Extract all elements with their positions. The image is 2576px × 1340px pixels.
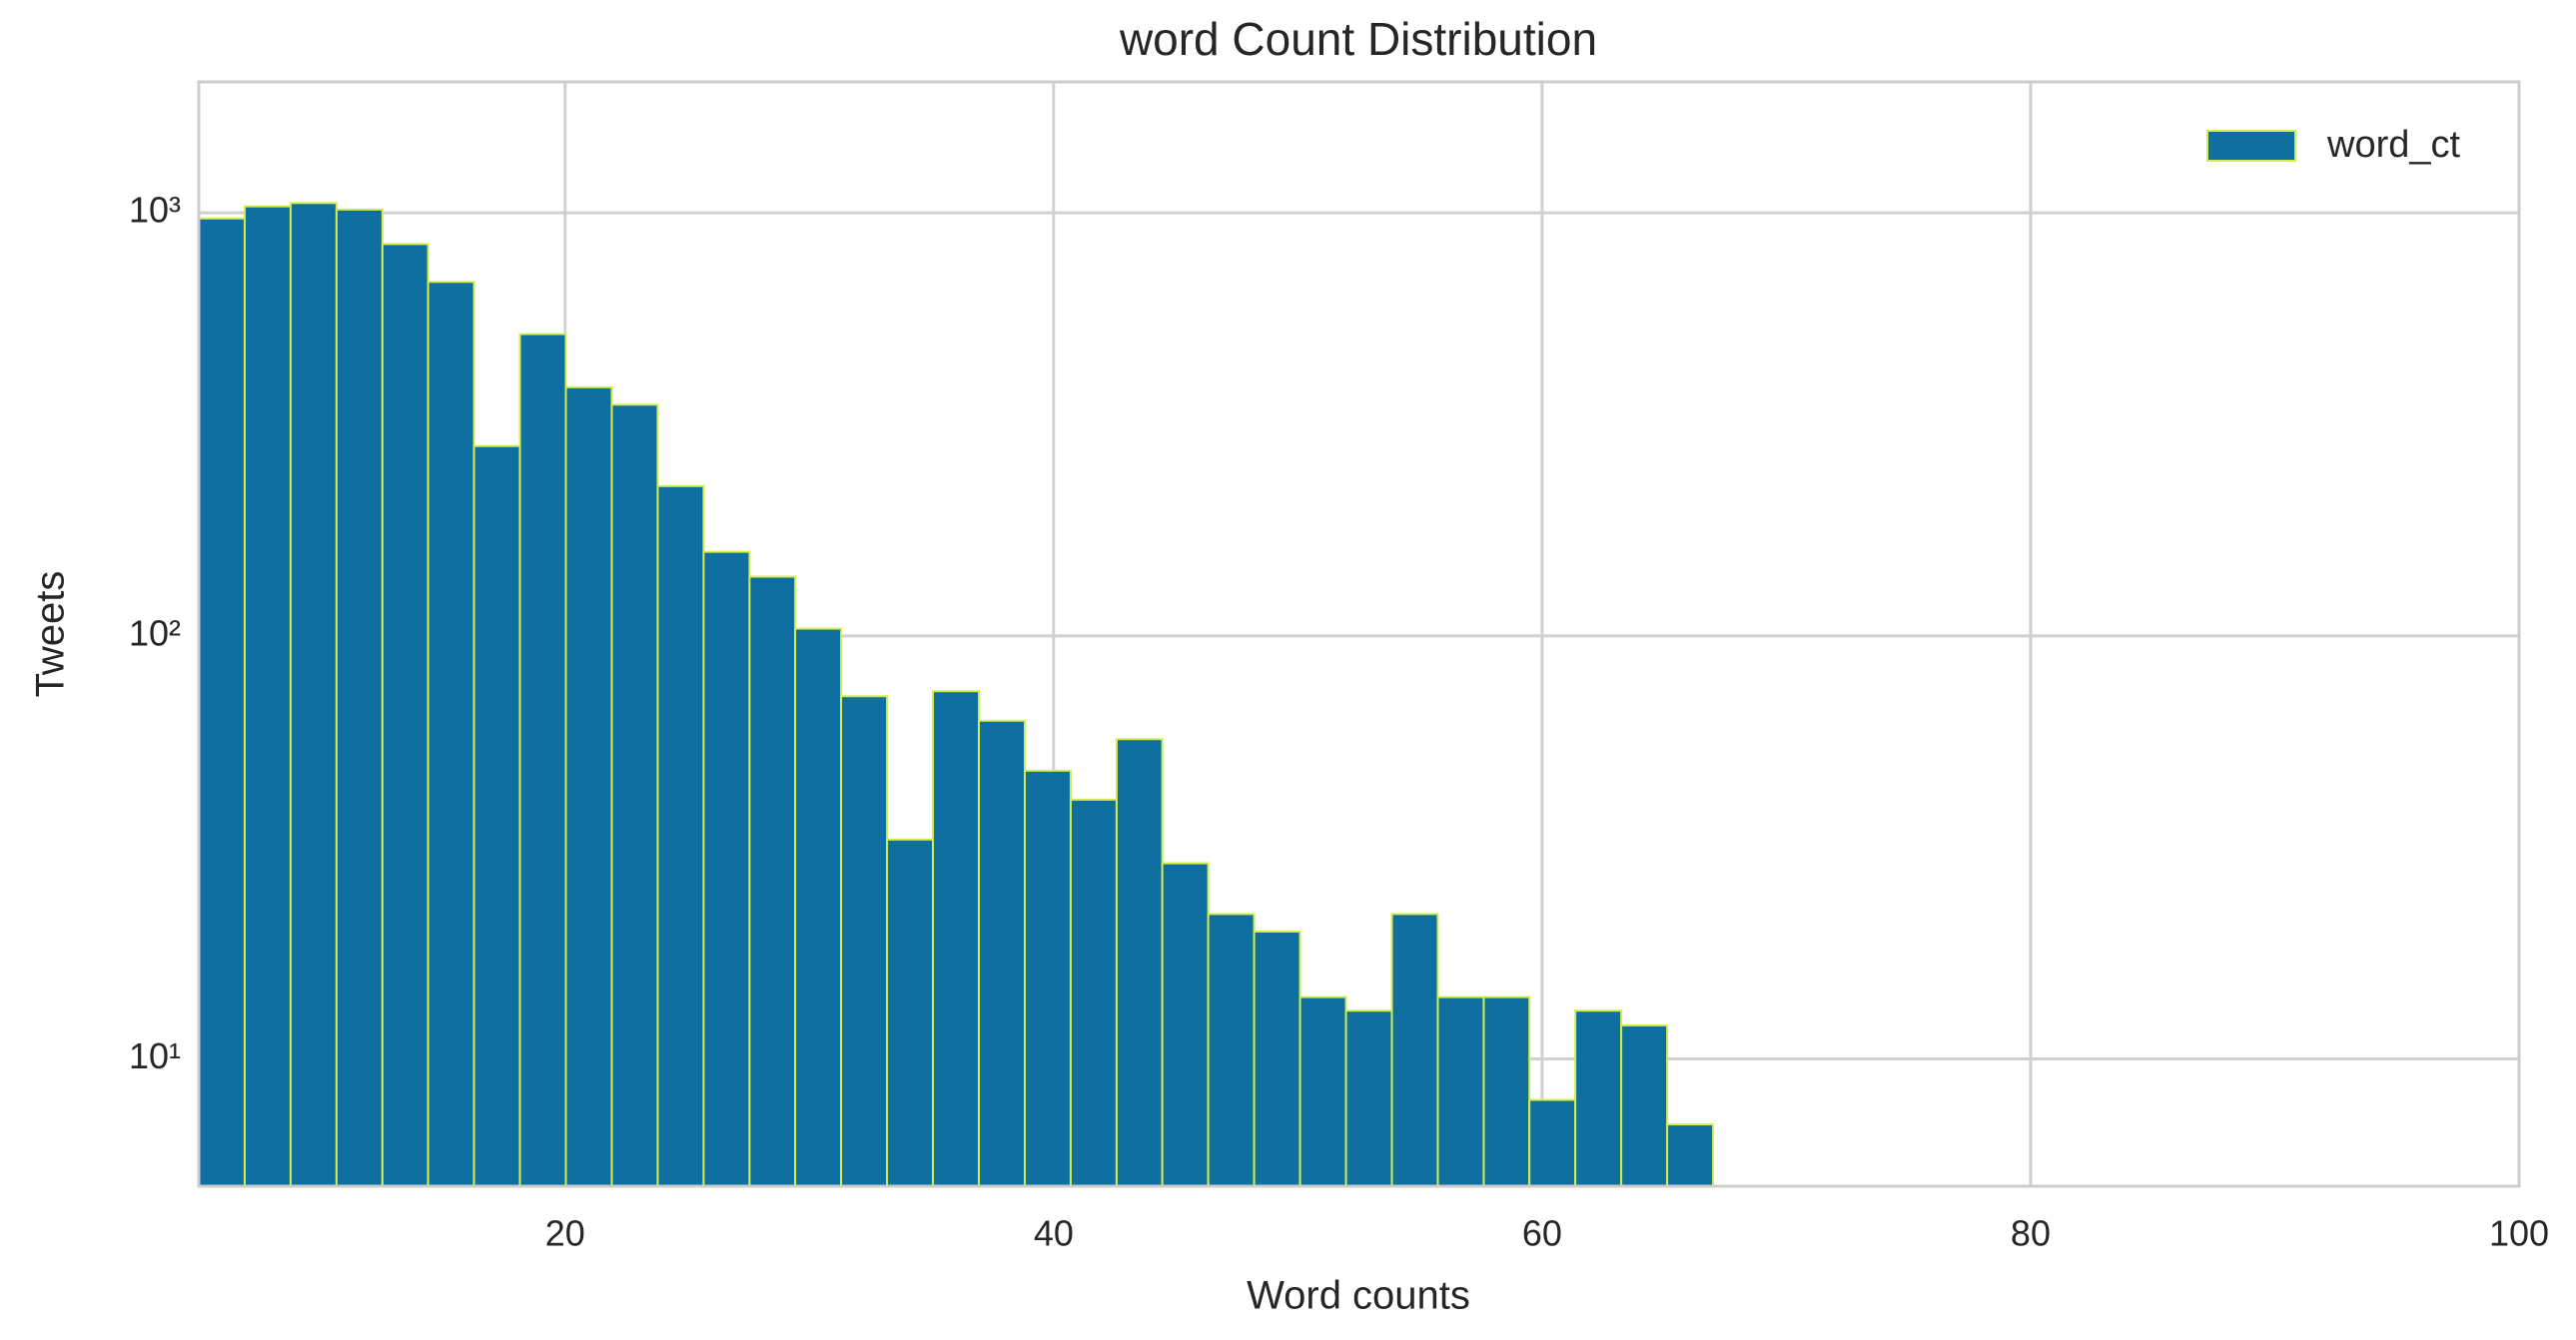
bar — [978, 719, 1026, 1186]
bar — [656, 484, 705, 1186]
bar — [1253, 930, 1301, 1186]
bar — [1620, 1023, 1669, 1186]
x-tick-label: 40 — [1034, 1213, 1074, 1254]
bar — [932, 690, 981, 1186]
y-tick-label: 10¹ — [129, 1035, 181, 1076]
bar — [1666, 1123, 1715, 1186]
legend-label: word_ct — [2326, 124, 2460, 166]
x-tick-label: 80 — [2011, 1213, 2051, 1254]
bar — [1482, 996, 1531, 1186]
bar — [1115, 738, 1164, 1186]
bar — [243, 205, 292, 1186]
chart-title: word Count Distribution — [1119, 13, 1597, 65]
bar — [381, 243, 429, 1186]
bar — [610, 403, 659, 1186]
x-tick-label: 100 — [2489, 1213, 2549, 1254]
y-tick-label: 10³ — [129, 190, 181, 231]
bar — [702, 550, 751, 1186]
bar — [1574, 1009, 1623, 1186]
bar — [1344, 1009, 1393, 1186]
bar — [472, 444, 521, 1186]
bar — [1069, 798, 1118, 1186]
bar — [794, 627, 843, 1186]
bar — [1298, 996, 1347, 1186]
bar — [289, 202, 338, 1186]
y-axis-label: Tweets — [29, 571, 73, 698]
bar — [748, 575, 797, 1186]
plot-frame — [197, 80, 2521, 1188]
y-tick-label: 10² — [129, 612, 181, 653]
bar — [840, 695, 889, 1186]
bars — [199, 202, 1715, 1186]
bar — [1528, 1098, 1577, 1186]
bar — [518, 333, 567, 1186]
bar — [1161, 862, 1210, 1186]
x-axis-label: Word counts — [1247, 1274, 1470, 1318]
bar — [335, 208, 384, 1186]
bar — [427, 281, 475, 1186]
bar — [1023, 769, 1072, 1186]
ticks: 20 40 60 80 100 10¹ 10² 10³ — [129, 190, 2549, 1254]
x-tick-label: 20 — [545, 1213, 585, 1254]
bar — [1436, 996, 1485, 1186]
legend-swatch — [2206, 130, 2296, 162]
bar — [564, 385, 613, 1186]
bar — [1207, 913, 1256, 1186]
x-tick-label: 60 — [1522, 1213, 1562, 1254]
bar — [886, 838, 935, 1186]
bar — [199, 217, 246, 1186]
legend: word_ct — [2206, 124, 2460, 166]
bar — [1390, 913, 1439, 1186]
